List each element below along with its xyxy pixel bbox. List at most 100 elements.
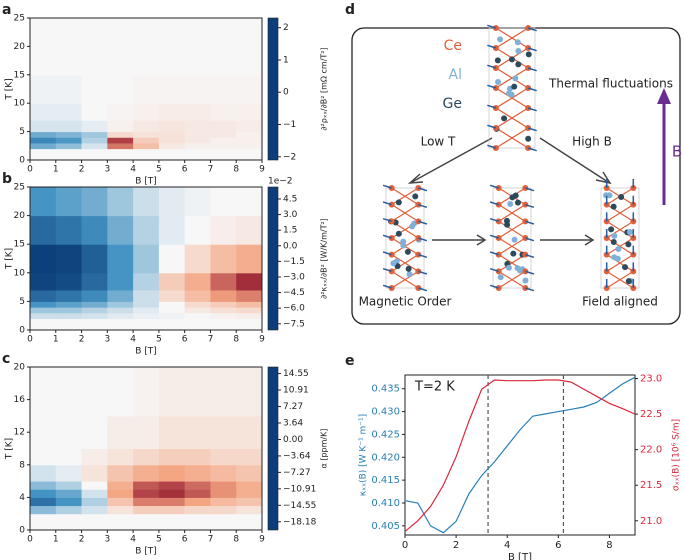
colorbar-tick-label: 0.0 [283,241,298,251]
heat-cell [55,131,83,138]
atom [503,217,510,224]
x-tick-label: 4 [504,540,510,551]
heat-cell [107,18,134,47]
heat-cell [210,497,237,507]
y-tick-label: 0 [19,526,25,536]
heat-cell [133,215,160,245]
heat-cell [210,481,237,490]
heat-cell [30,367,57,417]
x-tick-label: 9 [259,165,265,175]
heat-cell [210,215,237,245]
heat-cell [133,307,160,314]
heat-cell [107,103,134,121]
heat-cell [107,307,134,314]
heat-cell [158,289,186,302]
heat-cell [107,505,134,515]
y-axis-label: T [K] [5,78,15,100]
atom [525,135,532,142]
heat-cell [184,464,211,482]
x-tick-label: 3 [104,335,110,345]
atom [495,78,502,85]
heat-cell [184,74,211,104]
heat-cell [55,307,83,314]
heat-cell [184,187,211,217]
heat-cell [184,215,211,245]
heat-cell [107,289,134,302]
atom [506,90,513,97]
atom [505,264,512,271]
heat-cell [30,18,57,47]
atom [409,223,416,230]
heat-cell [133,497,160,507]
y-tick-label: 0.425 [371,429,400,440]
cell [600,187,640,289]
heat-cell [210,187,237,217]
bond [605,187,635,289]
spin [418,187,428,192]
heat-cell [133,142,160,150]
heat-cell [133,415,160,449]
y-tick-label: 15 [14,70,25,80]
spin [527,27,537,32]
spin [527,127,537,132]
heat-cell [133,18,160,47]
colorbar [267,186,279,331]
heat-cell [210,120,237,133]
heat-cell [158,131,186,138]
heat-cell [55,244,83,274]
heat-cell [236,497,263,507]
heat-cell [107,137,134,144]
spin [418,237,428,242]
colorbar-tick-label: 0 [283,88,289,98]
data-line [404,376,636,534]
x-tick-label: 1 [53,165,59,175]
atom [512,75,519,82]
heat-cell [236,74,263,104]
heat-cell [81,215,108,245]
heat-cell [81,187,108,217]
heat-cell [184,312,211,320]
x-tick-label: 0 [27,165,33,175]
heat-cell [158,464,186,482]
colorbar [267,17,279,161]
heat-cell [158,137,186,144]
x-tick-label: 4 [130,535,136,545]
heat-cell [236,448,263,466]
x-tick-label: 8 [606,540,612,551]
x-tick-label: 9 [259,335,265,345]
heat-cell [133,244,160,274]
heat-cell [184,367,211,417]
heat-cell [55,312,83,320]
heat-cell [107,131,134,138]
heat-cell [236,18,263,47]
heat-cell [210,415,237,449]
heat-cell [107,120,134,133]
atom [525,125,532,131]
y-tick-label: 0.415 [371,475,400,486]
field-arrow [657,88,671,205]
y-axis-label: T [K] [5,248,15,270]
atom [509,194,516,201]
cell [492,187,532,289]
y-tick-label: 10 [14,99,26,109]
cell [385,187,425,289]
bond [605,187,635,289]
heat-cell [81,448,108,466]
colorbar-tick-label: 2 [283,23,289,33]
atom [626,228,633,235]
spin [527,147,537,152]
heat-cell [236,142,263,150]
heat-cell [210,289,237,302]
heat-cell [30,137,57,144]
spin [382,234,392,239]
spin [418,287,428,292]
heat-cell [210,367,237,417]
heat-cell [184,46,211,76]
heat-cell [30,46,57,76]
colorbar-tick-label: −3.0 [283,272,305,282]
heat-cell [236,489,263,498]
x-tick-label: 0 [27,535,33,545]
heat-cell [30,464,57,482]
heat-cell [107,367,134,417]
spin [487,124,497,129]
